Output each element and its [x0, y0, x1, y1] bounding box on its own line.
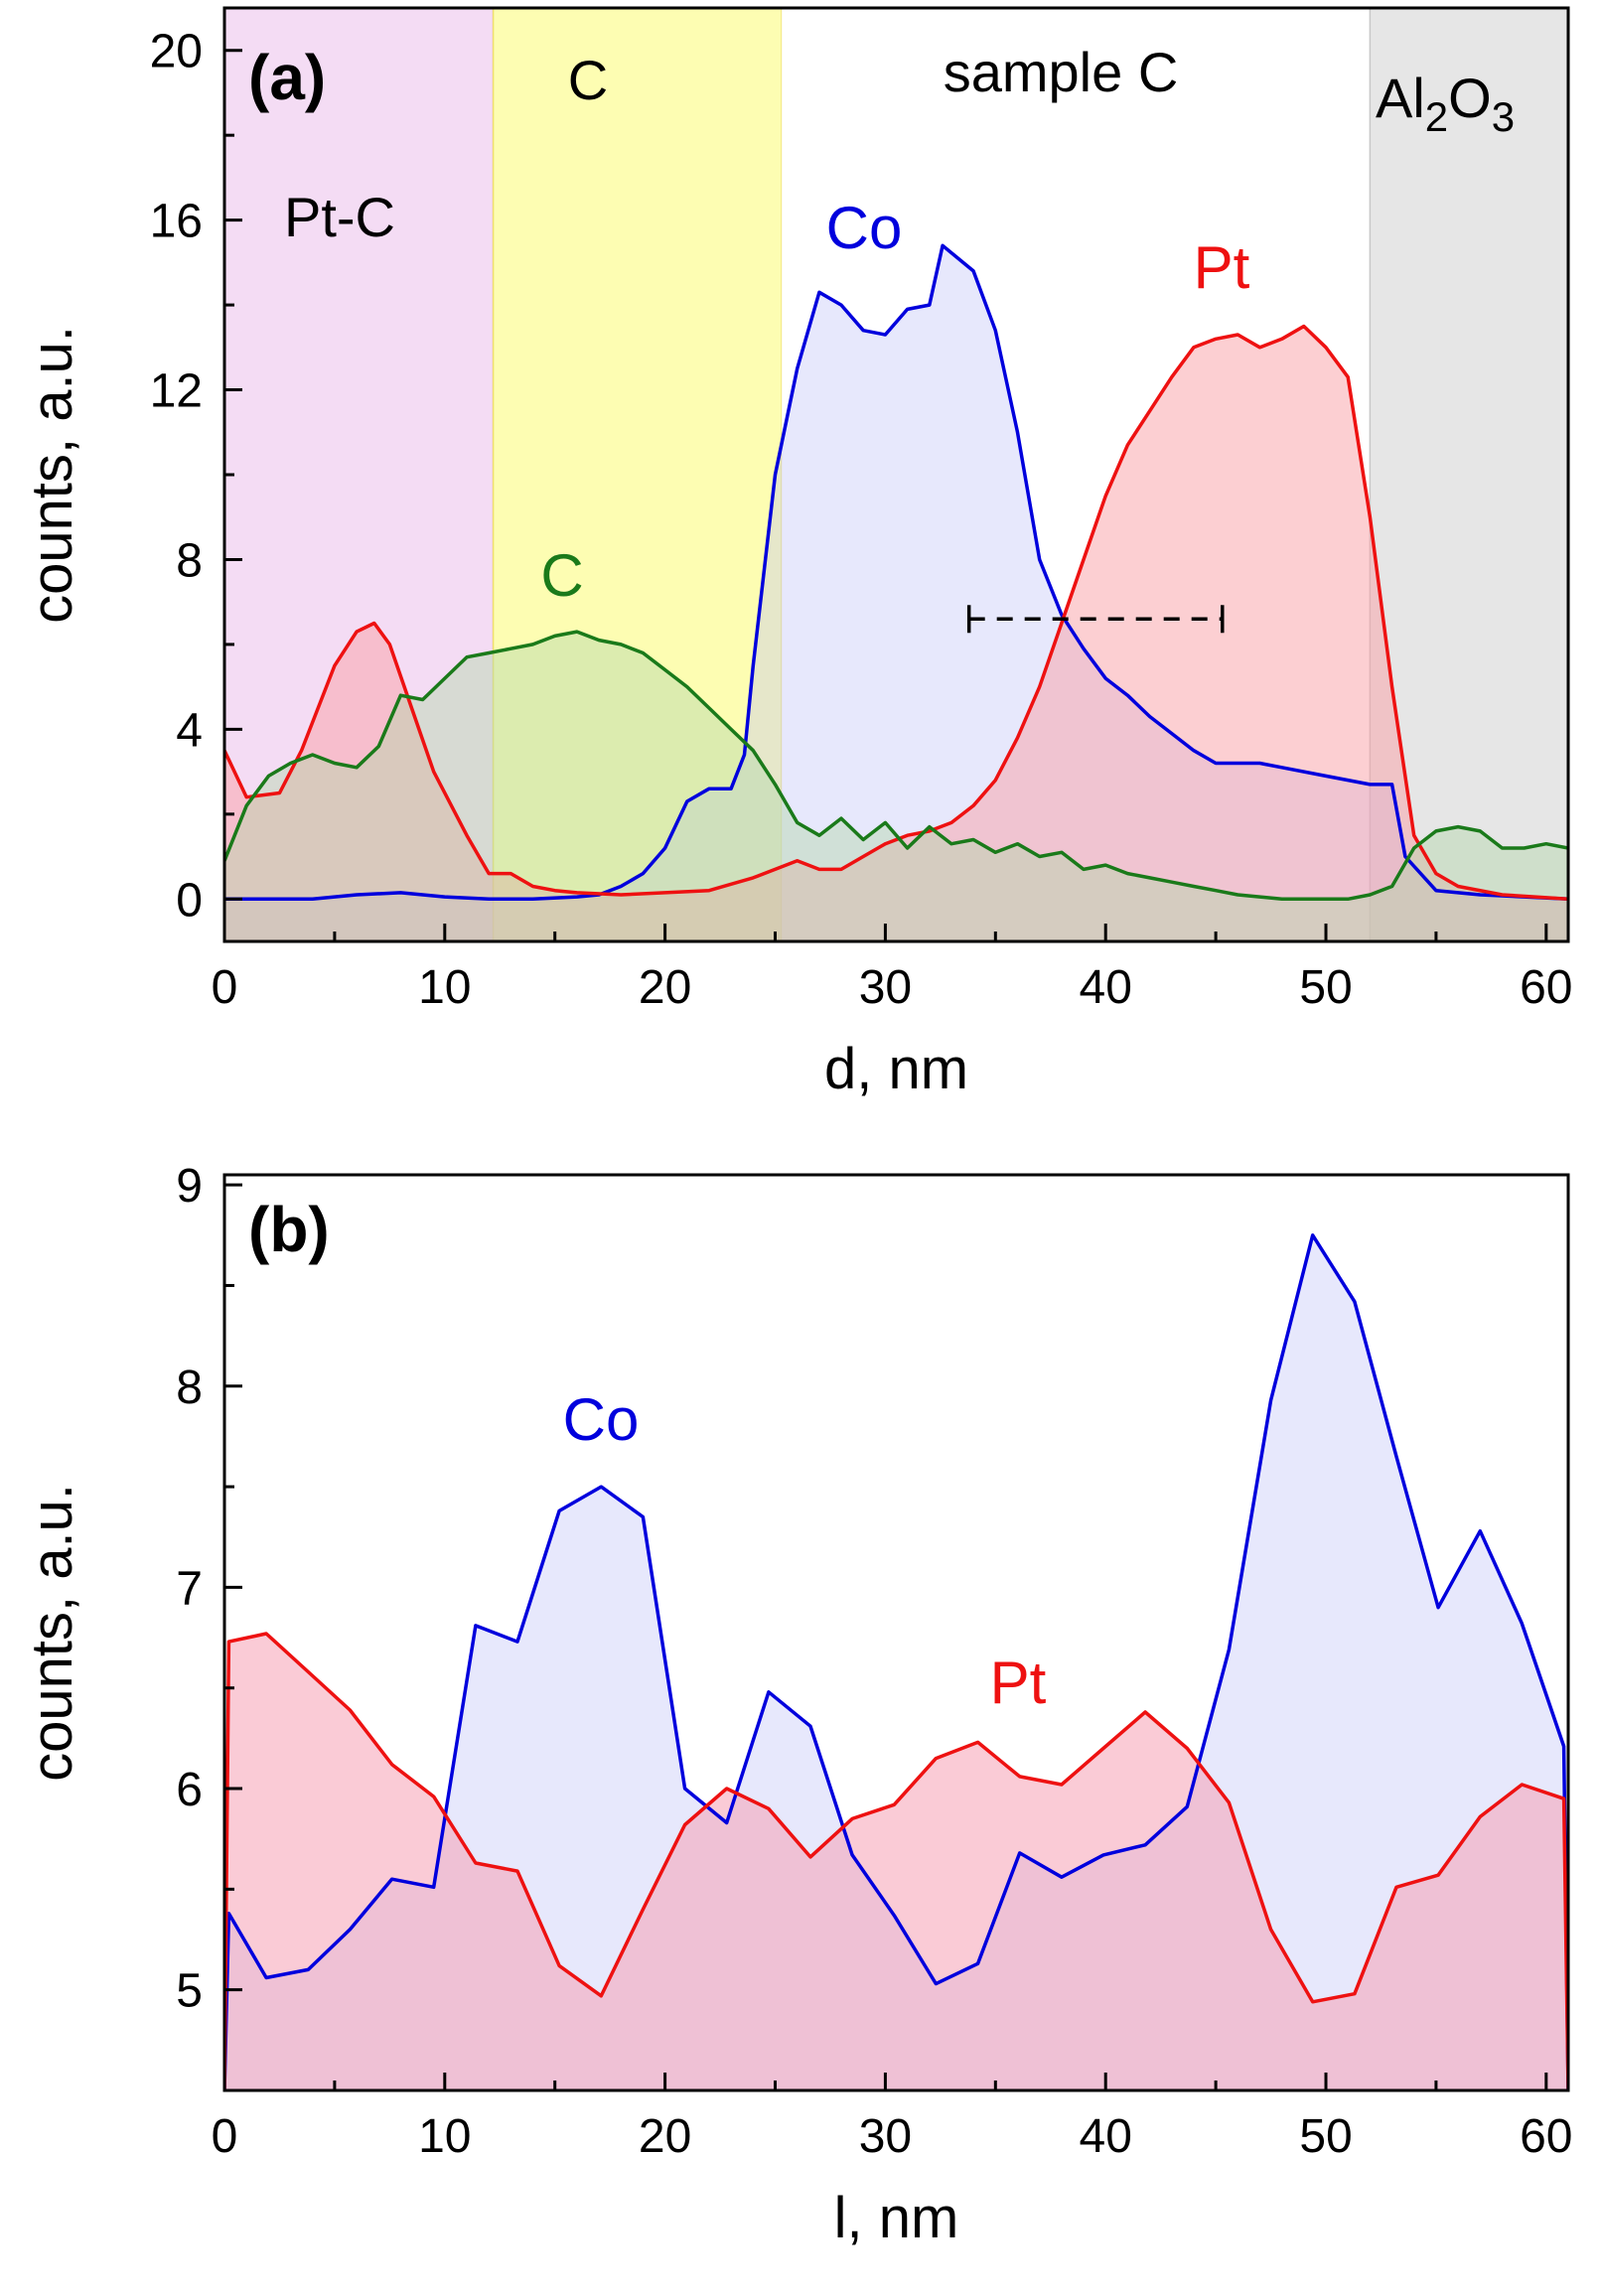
y-tick-label: 16	[150, 196, 203, 248]
y-tick-label: 8	[176, 1362, 203, 1414]
series-line-c	[224, 630, 1568, 902]
y-tick-label: 8	[176, 534, 203, 587]
x-tick-label: 20	[639, 961, 691, 1014]
series-label-c: C	[540, 542, 583, 609]
series-label-pt: Pt	[1194, 234, 1250, 301]
x-tick-label: 30	[859, 2110, 912, 2163]
x-tick-label: 40	[1080, 2110, 1132, 2163]
region-label: sample C	[944, 41, 1179, 103]
y-tick-label: 6	[176, 1764, 203, 1816]
y-tick-label: 4	[176, 704, 203, 757]
panel-label: (b)	[248, 1194, 330, 1265]
x-tick-label: 40	[1080, 961, 1132, 1014]
y-tick-label: 20	[150, 26, 203, 78]
plot-frame	[222, 1173, 1570, 2092]
x-tick-label: 60	[1520, 961, 1572, 1014]
y-tick-label: 7	[176, 1562, 203, 1615]
y-tick-label: 9	[176, 1160, 203, 1213]
x-tick-label: 50	[1299, 2110, 1352, 2163]
x-tick-label: 10	[418, 961, 471, 1014]
x-tick-label: 60	[1520, 2110, 1572, 2163]
region-label: Al2O3	[1376, 67, 1515, 140]
series-line-pt	[224, 1632, 1568, 2090]
y-axis-title: counts, a.u.	[20, 1484, 84, 1782]
plot-area	[224, 8, 1568, 941]
panel-label: (a)	[248, 42, 326, 113]
series-fill-pt	[224, 1634, 1568, 2090]
series-label-pt: Pt	[990, 1650, 1047, 1716]
chart-panel-a: 0 10 20 30 40 50 60 0 4 8 12 16 20 d, nm counts, a.u. (…	[20, 6, 1573, 1101]
series-line-pt	[224, 324, 1568, 902]
series-line-co	[224, 1233, 1568, 2090]
series-fill-c	[224, 632, 1568, 941]
region-label: C	[568, 49, 608, 111]
plot-area	[224, 1233, 1568, 2090]
series-label-co: Co	[826, 195, 903, 261]
x-axis-title: l, nm	[834, 2186, 959, 2250]
series-label-co: Co	[563, 1386, 640, 1453]
x-tick-label: 20	[639, 2110, 691, 2163]
y-tick-label: 0	[176, 874, 203, 927]
y-tick-label: 12	[150, 365, 203, 418]
region-label: Pt-C	[284, 186, 395, 248]
x-tick-label: 30	[859, 961, 912, 1014]
y-tick-label: 5	[176, 1965, 203, 2018]
series-fill-pt	[224, 326, 1568, 941]
x-tick-label: 0	[212, 961, 238, 1014]
dashed-range-marker	[966, 605, 1225, 634]
series-line-co	[224, 243, 1568, 902]
y-axis-title: counts, a.u.	[20, 326, 84, 624]
x-tick-label: 0	[212, 2110, 238, 2163]
chart-panel-b: 0 10 20 30 40 50 60 5 6 7 8 9 l, nm counts, a.u. (b) Co…	[20, 1160, 1573, 2250]
x-tick-label: 50	[1299, 961, 1352, 1014]
x-axis-title: d, nm	[824, 1037, 968, 1101]
x-tick-label: 10	[418, 2110, 471, 2163]
